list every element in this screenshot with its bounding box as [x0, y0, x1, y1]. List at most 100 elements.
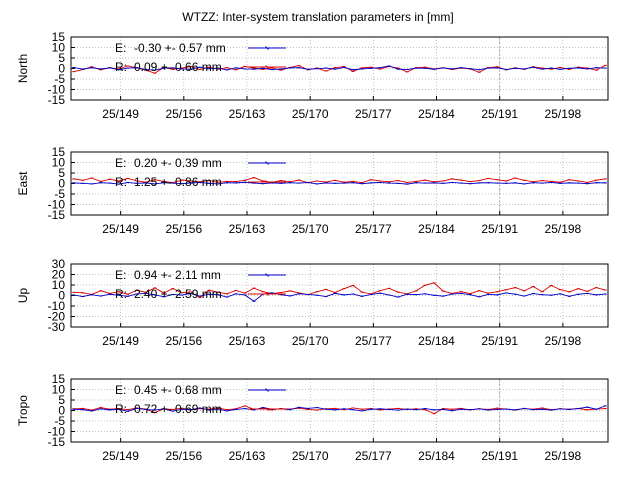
legend-label: E: — [115, 383, 126, 397]
y-tick-label: 15 — [52, 145, 66, 159]
y-tick-label: -15 — [48, 208, 66, 222]
y-tick-label: -5 — [54, 72, 65, 86]
y-axis-label: North — [16, 54, 30, 83]
y-tick-label: 5 — [58, 51, 65, 65]
legend-stats: 0.20 +- 0.39 mm — [134, 156, 222, 170]
y-tick-label: 10 — [52, 41, 66, 55]
x-tick-label: 25/163 — [229, 222, 266, 236]
legend-label: R: — [115, 175, 127, 189]
x-tick-label: 25/184 — [418, 222, 455, 236]
y-tick-label: 10 — [52, 156, 66, 170]
legend-label: R: — [115, 402, 127, 416]
series-line-r — [73, 177, 606, 184]
legend-swatch-marker — [265, 161, 269, 165]
y-tick-label: -10 — [48, 425, 66, 439]
series-line-e — [73, 292, 606, 302]
x-tick-label: 25/191 — [481, 334, 518, 348]
legend-stats: 0.72 +- 0.69 mm — [134, 402, 222, 416]
x-tick-label: 25/156 — [165, 222, 202, 236]
y-tick-label: -5 — [54, 414, 65, 428]
x-tick-label: 25/184 — [418, 334, 455, 348]
x-tick-label: 25/163 — [229, 334, 266, 348]
y-tick-label: -15 — [48, 435, 66, 449]
x-tick-label: 25/149 — [102, 334, 139, 348]
x-tick-label: 25/198 — [545, 222, 582, 236]
x-tick-label: 25/184 — [418, 107, 455, 121]
y-tick-label: 30 — [52, 257, 66, 271]
legend-swatch-marker — [265, 388, 269, 392]
x-tick-label: 25/170 — [292, 334, 329, 348]
series-line-e — [73, 65, 606, 71]
y-tick-label: 0 — [58, 62, 65, 76]
x-tick-label: 25/198 — [545, 107, 582, 121]
y-tick-label: -30 — [48, 320, 66, 334]
y-tick-label: 5 — [58, 166, 65, 180]
legend-swatch-marker — [265, 407, 269, 411]
x-tick-label: 25/184 — [418, 449, 455, 463]
x-tick-label: 25/170 — [292, 222, 329, 236]
y-tick-label: 5 — [58, 393, 65, 407]
y-axis-label: East — [16, 171, 30, 196]
y-tick-label: 10 — [52, 383, 66, 397]
legend-stats: 2.40 +- 2.59 mm — [134, 287, 222, 301]
legend-swatch-marker — [265, 292, 269, 296]
x-tick-label: 25/177 — [355, 107, 392, 121]
x-tick-label: 25/163 — [229, 449, 266, 463]
legend-label: R: — [115, 60, 127, 74]
y-tick-label: 0 — [58, 177, 65, 191]
legend-swatch-marker — [265, 273, 269, 277]
legend-stats: 0.94 +- 2.11 mm — [134, 268, 221, 282]
x-tick-label: 25/198 — [545, 334, 582, 348]
x-tick-label: 25/177 — [355, 449, 392, 463]
x-tick-label: 25/156 — [165, 449, 202, 463]
y-tick-label: 15 — [52, 30, 66, 44]
y-tick-label: -5 — [54, 187, 65, 201]
legend-label: E: — [115, 268, 126, 282]
x-tick-label: 25/149 — [102, 107, 139, 121]
panel-frame — [70, 263, 609, 328]
x-tick-label: 25/156 — [165, 334, 202, 348]
series-line-e — [73, 181, 606, 185]
x-tick-label: 25/163 — [229, 107, 266, 121]
x-tick-label: 25/170 — [292, 449, 329, 463]
x-tick-label: 25/191 — [481, 222, 518, 236]
y-tick-label: 0 — [58, 289, 65, 303]
legend-label: R: — [115, 287, 127, 301]
y-tick-label: 10 — [52, 278, 66, 292]
x-tick-label: 25/177 — [355, 222, 392, 236]
y-tick-label: 0 — [58, 404, 65, 418]
panel-frame — [70, 151, 609, 216]
legend-swatch-marker — [265, 180, 269, 184]
y-tick-label: 15 — [52, 372, 66, 386]
series-line-r — [73, 282, 606, 299]
x-tick-label: 25/170 — [292, 107, 329, 121]
legend-label: E: — [115, 156, 126, 170]
series-line-e — [73, 405, 606, 412]
y-axis-label: Tropo — [16, 395, 30, 426]
y-tick-label: 20 — [52, 268, 66, 282]
x-tick-label: 25/191 — [481, 107, 518, 121]
x-tick-label: 25/156 — [165, 107, 202, 121]
legend-label: E: — [115, 41, 126, 55]
panel-frame — [70, 378, 609, 443]
y-tick-label: -10 — [48, 198, 66, 212]
panel-frame — [70, 36, 609, 101]
legend-stats: 1.25 +- 0.86 mm — [134, 175, 222, 189]
x-tick-label: 25/149 — [102, 222, 139, 236]
legend-swatch-marker — [265, 65, 269, 69]
chart-title: WTZZ: Inter-system translation parameter… — [182, 10, 453, 24]
y-tick-label: -15 — [48, 93, 66, 107]
legend-swatch-marker — [265, 46, 269, 50]
x-tick-label: 25/149 — [102, 449, 139, 463]
x-tick-label: 25/177 — [355, 334, 392, 348]
y-tick-label: -10 — [48, 83, 66, 97]
legend-stats: 0.45 +- 0.68 mm — [134, 383, 222, 397]
y-tick-label: -20 — [48, 310, 66, 324]
legend-stats: -0.30 +- 0.57 mm — [134, 41, 226, 55]
